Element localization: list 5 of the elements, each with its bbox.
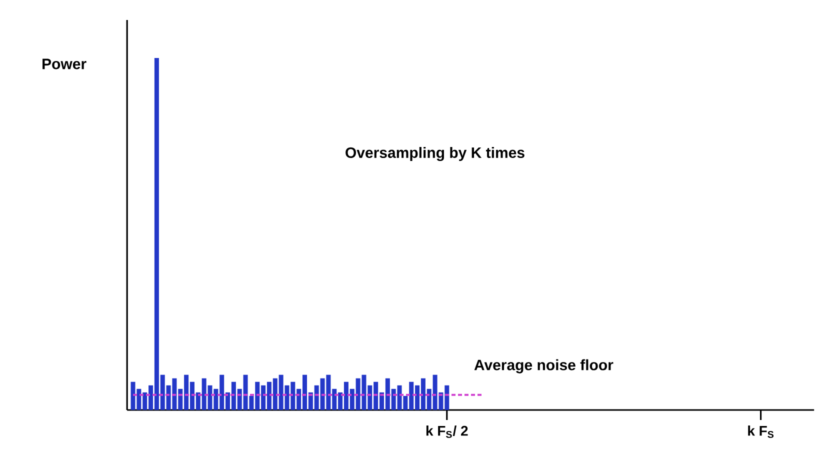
x-tick-label: k F$_{S}$ bbox=[748, 426, 774, 438]
series-label: Average noise floor bbox=[474, 359, 614, 374]
x-tick-label: k F$_{S}$/ 2 bbox=[426, 426, 468, 438]
annotation: Oversampling by K times bbox=[346, 146, 524, 162]
y-axis-title: Power bbox=[42, 58, 86, 70]
